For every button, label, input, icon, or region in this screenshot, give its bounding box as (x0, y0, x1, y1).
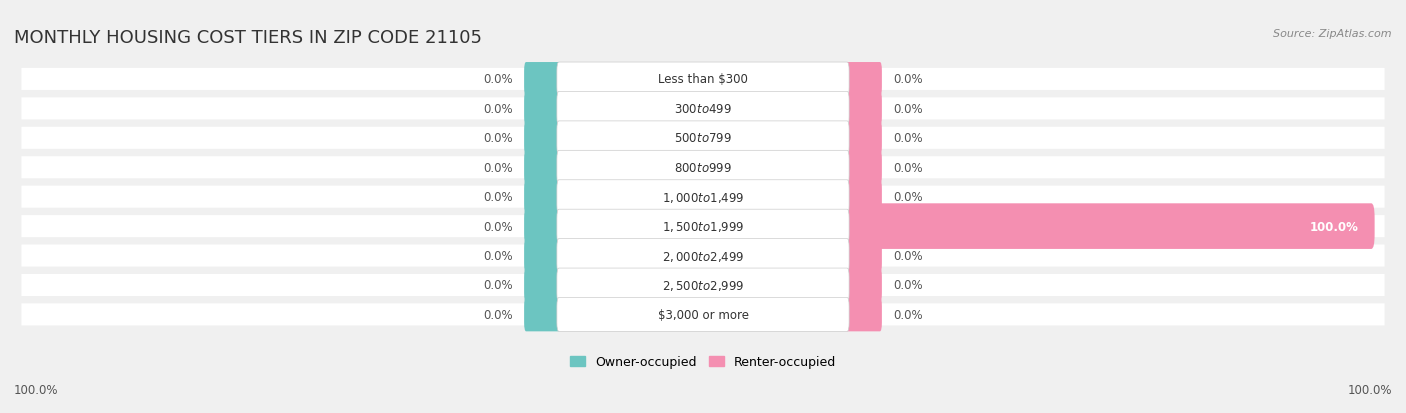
Text: MONTHLY HOUSING COST TIERS IN ZIP CODE 21105: MONTHLY HOUSING COST TIERS IN ZIP CODE 2… (14, 29, 482, 47)
FancyBboxPatch shape (845, 180, 882, 214)
FancyBboxPatch shape (557, 268, 849, 302)
Text: $2,500 to $2,999: $2,500 to $2,999 (662, 278, 744, 292)
Text: $300 to $499: $300 to $499 (673, 103, 733, 116)
Text: 0.0%: 0.0% (893, 308, 922, 321)
FancyBboxPatch shape (557, 151, 849, 185)
Text: 0.0%: 0.0% (484, 220, 513, 233)
FancyBboxPatch shape (21, 157, 1385, 179)
FancyBboxPatch shape (557, 63, 849, 97)
FancyBboxPatch shape (557, 180, 849, 214)
Text: 0.0%: 0.0% (484, 308, 513, 321)
Text: 0.0%: 0.0% (484, 161, 513, 174)
Text: 0.0%: 0.0% (893, 279, 922, 292)
FancyBboxPatch shape (21, 186, 1385, 208)
FancyBboxPatch shape (524, 298, 561, 332)
Text: $500 to $799: $500 to $799 (673, 132, 733, 145)
Text: $3,000 or more: $3,000 or more (658, 308, 748, 321)
Text: 0.0%: 0.0% (893, 249, 922, 262)
FancyBboxPatch shape (844, 204, 1375, 249)
FancyBboxPatch shape (524, 180, 561, 214)
Text: 0.0%: 0.0% (893, 73, 922, 86)
FancyBboxPatch shape (524, 268, 561, 302)
FancyBboxPatch shape (21, 216, 1385, 237)
FancyBboxPatch shape (21, 98, 1385, 120)
FancyBboxPatch shape (845, 121, 882, 155)
FancyBboxPatch shape (557, 298, 849, 332)
FancyBboxPatch shape (524, 239, 561, 273)
FancyBboxPatch shape (845, 92, 882, 126)
FancyBboxPatch shape (21, 304, 1385, 326)
Text: $1,000 to $1,499: $1,000 to $1,499 (662, 190, 744, 204)
FancyBboxPatch shape (845, 63, 882, 97)
FancyBboxPatch shape (845, 268, 882, 302)
Text: 100.0%: 100.0% (1309, 220, 1358, 233)
Text: 0.0%: 0.0% (484, 132, 513, 145)
Text: Source: ZipAtlas.com: Source: ZipAtlas.com (1274, 29, 1392, 39)
Text: 0.0%: 0.0% (484, 73, 513, 86)
FancyBboxPatch shape (845, 151, 882, 185)
FancyBboxPatch shape (845, 298, 882, 332)
FancyBboxPatch shape (21, 69, 1385, 91)
Text: 0.0%: 0.0% (893, 161, 922, 174)
Text: 0.0%: 0.0% (893, 132, 922, 145)
FancyBboxPatch shape (557, 92, 849, 126)
Legend: Owner-occupied, Renter-occupied: Owner-occupied, Renter-occupied (569, 356, 837, 368)
FancyBboxPatch shape (524, 121, 561, 155)
FancyBboxPatch shape (524, 92, 561, 126)
FancyBboxPatch shape (557, 239, 849, 273)
Text: 0.0%: 0.0% (484, 279, 513, 292)
Text: 0.0%: 0.0% (893, 191, 922, 204)
Text: 0.0%: 0.0% (484, 249, 513, 262)
Text: Less than $300: Less than $300 (658, 73, 748, 86)
FancyBboxPatch shape (21, 274, 1385, 296)
Text: $2,000 to $2,499: $2,000 to $2,499 (662, 249, 744, 263)
Text: 0.0%: 0.0% (484, 103, 513, 116)
FancyBboxPatch shape (21, 128, 1385, 150)
Text: 0.0%: 0.0% (893, 103, 922, 116)
FancyBboxPatch shape (524, 210, 561, 243)
Text: 100.0%: 100.0% (1347, 384, 1392, 396)
Text: $800 to $999: $800 to $999 (673, 161, 733, 174)
FancyBboxPatch shape (557, 121, 849, 155)
FancyBboxPatch shape (845, 239, 882, 273)
FancyBboxPatch shape (524, 63, 561, 97)
Text: 0.0%: 0.0% (484, 191, 513, 204)
FancyBboxPatch shape (557, 210, 849, 243)
FancyBboxPatch shape (21, 245, 1385, 267)
FancyBboxPatch shape (524, 151, 561, 185)
Text: $1,500 to $1,999: $1,500 to $1,999 (662, 220, 744, 234)
Text: 100.0%: 100.0% (14, 384, 59, 396)
